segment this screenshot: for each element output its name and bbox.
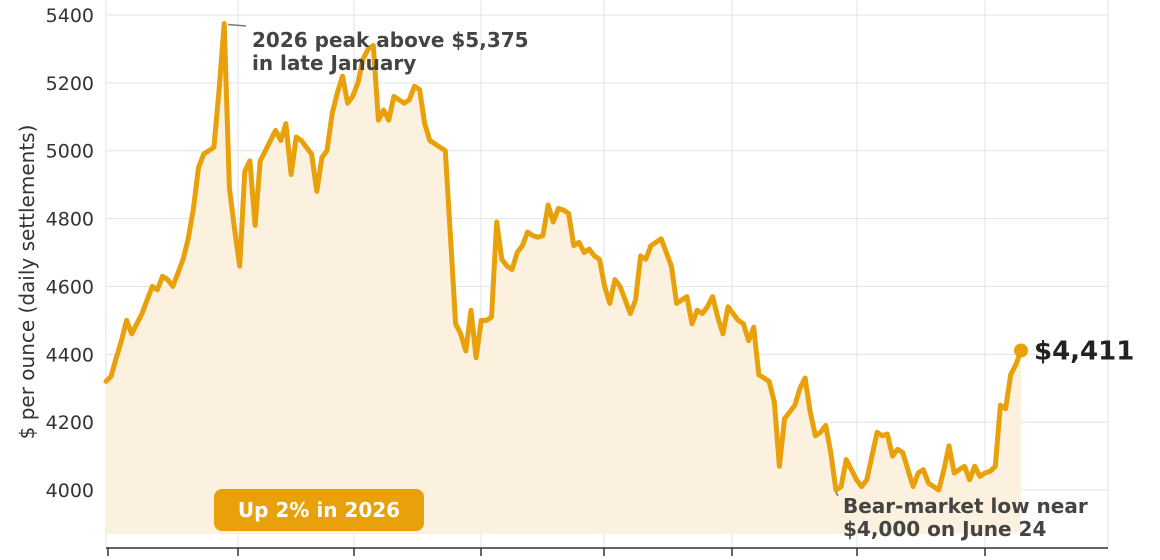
last-value-marker (1014, 343, 1028, 358)
low-annotation-line2: $4,000 on June 24 (843, 517, 1046, 541)
ytd-change-badge-text: Up 2% in 2026 (238, 498, 400, 522)
last-value-label: $4,411 (1034, 337, 1134, 367)
peak-annotation-line1: 2026 peak above $5,375 (252, 28, 529, 52)
y-tick-label: 5400 (46, 5, 94, 27)
x-axis-ticks (107, 548, 986, 556)
ytd-change-badge (214, 489, 424, 531)
price-series-line (103, 21, 1024, 493)
y-tick-label: 4200 (46, 412, 94, 434)
y-tick-label: 4600 (46, 276, 94, 298)
y-axis-title: $ per ounce (daily settlements) (15, 125, 39, 440)
y-tick-label: 5200 (46, 73, 94, 95)
y-tick-label: 4400 (46, 344, 94, 366)
y-tick-label: 4800 (46, 209, 94, 231)
y-axis-ticks: 4000 4200 4400 4600 4800 5000 5200 5400 (46, 5, 94, 502)
y-tick-label: 4000 (46, 480, 94, 502)
low-annotation-line1: Bear-market low near (843, 494, 1088, 518)
low-annotation-leader (835, 491, 839, 497)
peak-annotation-line2: in late January (252, 51, 416, 75)
peak-annotation-leader (228, 23, 247, 27)
y-tick-label: 5000 (46, 141, 94, 163)
price-area-fill (106, 23, 1021, 535)
